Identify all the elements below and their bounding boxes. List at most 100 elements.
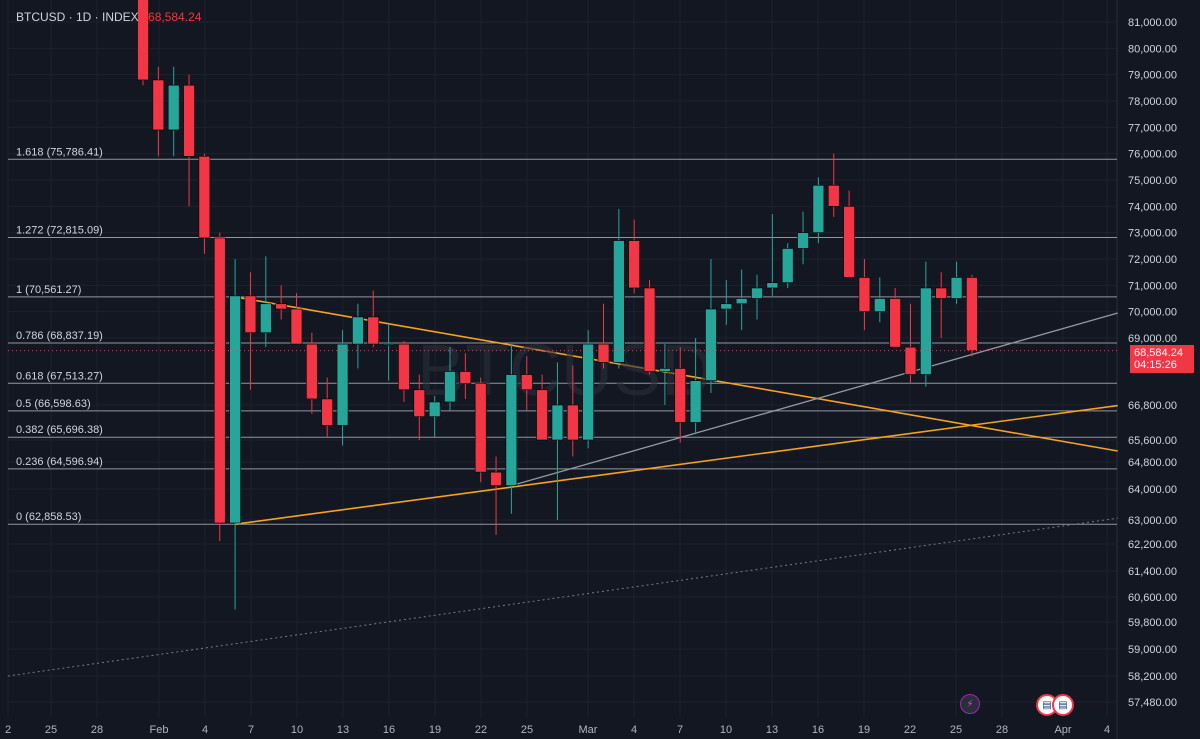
candle-down — [137, 0, 149, 86]
candle-body — [843, 206, 855, 278]
price-tick-label: 70,000.00 — [1128, 307, 1177, 319]
candle-up — [659, 344, 671, 405]
ascending-trendline — [234, 404, 1118, 525]
price-tick-label: 66,800.00 — [1128, 400, 1177, 412]
candle-body — [566, 404, 579, 441]
us-flag-icon[interactable]: ▤ — [1052, 694, 1074, 716]
candle-up — [336, 330, 349, 446]
candle-body — [735, 298, 748, 305]
time-tick-label: Feb — [150, 724, 169, 736]
candle-body — [858, 277, 871, 312]
candle-body — [413, 389, 426, 417]
candle-up — [229, 259, 241, 610]
candle-up — [705, 259, 717, 393]
candle-body — [873, 298, 886, 312]
time-axis[interactable]: 2 25 28 Feb 4 7 10 13 16 19 22 25 Mar 4 7 10 13 16 19 22 25 2… — [5, 724, 1110, 736]
price-tick-label: 74,000.00 — [1128, 201, 1177, 213]
candle-down — [413, 374, 426, 440]
price-tick-label: 64,800.00 — [1128, 457, 1177, 469]
candle-up — [582, 330, 594, 449]
price-tick-label: 62,200.00 — [1128, 539, 1177, 551]
candle-down — [536, 374, 548, 441]
candle-body — [352, 316, 364, 345]
time-tick-label: 10 — [291, 724, 303, 736]
time-tick-label: 19 — [858, 724, 870, 736]
time-tick-label: 7 — [677, 724, 683, 736]
time-tick-label: 25 — [45, 724, 57, 736]
fib-level-label: 0.382 (65,696.38) — [16, 424, 103, 436]
candle-body — [781, 248, 794, 283]
candle-body — [812, 184, 825, 233]
candle-up — [505, 344, 518, 514]
candle-down — [459, 353, 472, 399]
candle-down — [290, 293, 303, 345]
lightning-icon[interactable]: ⚡ — [960, 694, 980, 714]
symbol-title: BTCUSD · 1D · INDEX — [16, 10, 139, 24]
candle-up — [444, 347, 456, 411]
time-tick-label: 25 — [521, 724, 533, 736]
price-tick-label: 64,000.00 — [1128, 484, 1177, 496]
price-axis[interactable]: 81,000.00 80,000.00 79,000.00 78,000.00 77,0… — [1128, 17, 1177, 709]
candle-body — [459, 371, 472, 384]
fib-level-label: 1.272 (72,815.09) — [16, 225, 103, 237]
candle-body — [551, 404, 564, 441]
candle-up — [720, 280, 733, 325]
candle-body — [306, 343, 318, 400]
candle-body — [244, 295, 257, 334]
time-tick-label: 4 — [631, 724, 637, 736]
time-tick-label: 7 — [248, 724, 254, 736]
fib-level-label: 1 (70,561.27) — [16, 284, 81, 296]
price-tick-label: 73,000.00 — [1128, 228, 1177, 240]
candle-up — [751, 274, 763, 320]
candle-down — [827, 153, 840, 217]
candle-body — [582, 343, 594, 441]
fib-level-label: 0 (62,858.53) — [16, 511, 81, 523]
candle-body — [766, 282, 779, 289]
candle-down — [674, 347, 687, 443]
candle-down — [183, 74, 195, 207]
candle-body — [275, 303, 287, 310]
price-tick-label: 59,000.00 — [1128, 644, 1177, 656]
candle-down — [889, 287, 901, 348]
bar-countdown: 04:15:26 — [1134, 359, 1177, 371]
candle-body — [183, 84, 195, 157]
price-tick-label: 80,000.00 — [1128, 43, 1177, 55]
candle-body — [950, 277, 963, 299]
candle-down — [213, 232, 226, 541]
candle-body — [474, 383, 487, 473]
candle-body — [689, 380, 702, 423]
candle-up — [259, 256, 272, 348]
candle-down — [306, 332, 318, 414]
price-tick-label: 71,000.00 — [1128, 280, 1177, 292]
candle-body — [674, 368, 687, 423]
candle-down — [566, 365, 579, 457]
price-tick-label: 58,200.00 — [1128, 671, 1177, 683]
time-tick-label: 13 — [766, 724, 778, 736]
time-tick-label: Apr — [1054, 724, 1071, 736]
support-trendline — [511, 312, 1118, 487]
candle-body — [751, 287, 763, 299]
candle-down — [935, 272, 948, 338]
time-tick-label: 22 — [904, 724, 916, 736]
candle-body — [628, 240, 641, 289]
time-tick-label: 19 — [429, 724, 441, 736]
symbol-header: BTCUSD · 1D · INDEX 68,584.24 — [16, 10, 201, 24]
candle-body — [797, 232, 809, 249]
last-price-value: 68,584.24 — [1134, 347, 1183, 359]
candle-down — [843, 190, 855, 278]
candle-up — [352, 303, 364, 369]
candle-down — [520, 356, 533, 411]
price-tick-label: 65,600.00 — [1128, 435, 1177, 447]
candle-up — [167, 66, 180, 157]
candle-body — [827, 184, 840, 207]
candle-down — [643, 280, 656, 375]
candle-body — [428, 401, 441, 417]
fibonacci-levels: 1.618 (75,786.41) 1.272 (72,815.09) 1 (70,… — [8, 146, 1117, 525]
price-tick-label: 75,000.00 — [1128, 175, 1177, 187]
price-tick-label: 69,000.00 — [1128, 333, 1177, 345]
candle-body — [659, 368, 671, 372]
fib-level-label: 0.236 (64,596.94) — [16, 456, 103, 468]
candle-body — [290, 308, 303, 345]
header-last-price: 68,584.24 — [148, 10, 202, 24]
